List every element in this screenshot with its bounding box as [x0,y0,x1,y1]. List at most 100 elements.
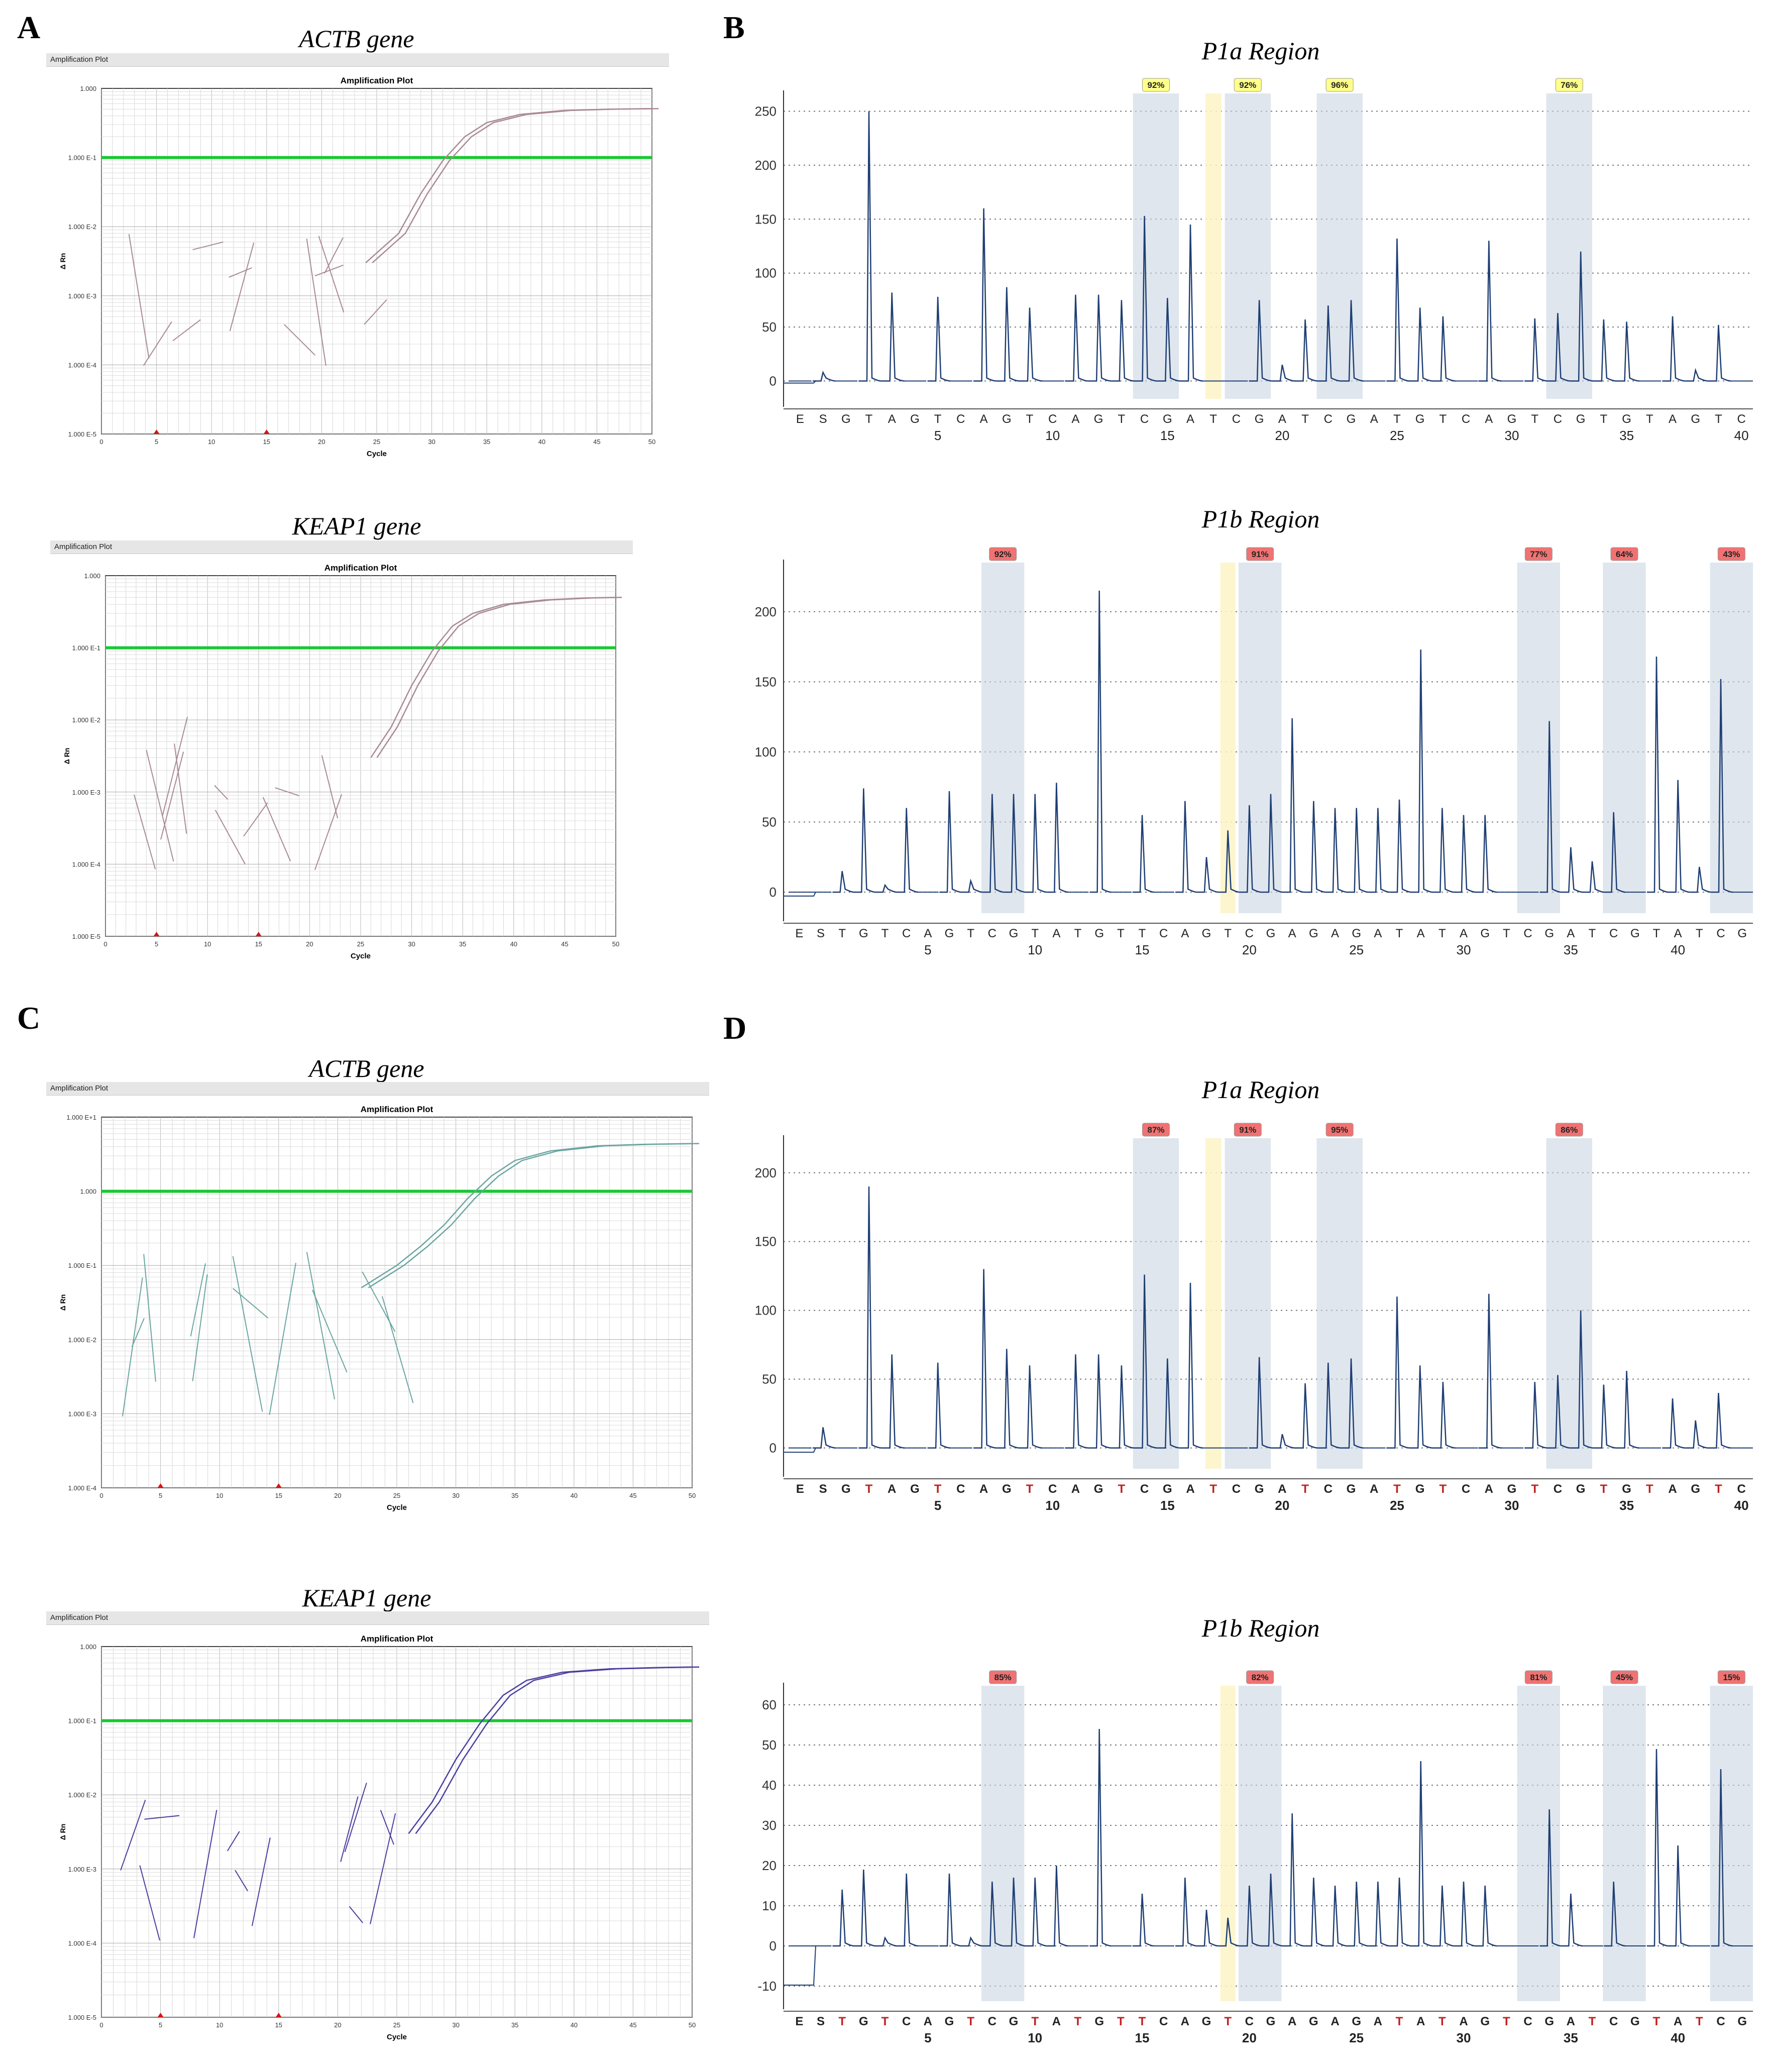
dispensation-letter: T [838,927,846,940]
dispensation-letter: C [956,412,965,426]
dispensation-letter: T [1715,1482,1722,1496]
dispensation-letter: T [1440,412,1447,426]
pyrogram-peak [1132,1893,1154,1947]
pyrogram-peak [1180,225,1203,382]
baseline-marker-icon [153,932,160,936]
pyrogram-peak [1025,794,1047,893]
dispensation-letter: S [819,1482,827,1496]
pyrogram-peak [1272,1434,1295,1449]
methylation-percent-label: 92% [994,550,1012,559]
dispensation-letter: T [1438,2015,1446,2028]
baseline-noise-line [193,1810,217,1938]
y-tick-label: 1.000 [80,85,96,92]
x-tick-label: 25 [1390,428,1404,443]
dispensation-letter: C [1462,412,1470,426]
x-tick-label: 20 [334,1492,341,1499]
pyrogram-peak [1389,1877,1411,1947]
cpg-site-column [1239,563,1282,913]
x-tick-label: 50 [648,438,655,446]
dispensation-letter: G [1009,927,1019,940]
dispensation-letter: A [1278,1482,1286,1496]
dispensation-letter: A [1674,2015,1682,2028]
pyrogram-peak [982,794,1004,893]
baseline-noise-line [314,264,344,277]
pyrogram-peak [1175,801,1197,893]
baseline-marker-icon [157,2013,164,2017]
region-title-b-p1b: P1b Region [1201,505,1320,533]
dispensation-letter: T [1393,1482,1401,1496]
x-tick-label: 45 [629,1492,636,1499]
dispensation-letter: T [838,2015,846,2028]
x-tick-label: 0 [99,438,103,446]
dispensation-letter: G [1309,2015,1318,2028]
dispensation-letter: T [1696,927,1703,940]
cpg-site-column [981,563,1025,913]
x-tick-label: 15 [1135,942,1150,957]
plot-title: Amplification Plot [341,76,413,85]
amplification-plot-a-keap1: Amplification Plot Amplification Plot 1.0… [50,540,633,972]
pyrogram-peak [1668,780,1690,893]
pyrogram-peak [1646,1749,1669,1947]
y-tick-label: 1.000 [80,1643,96,1651]
pyrogram-peak [1668,1845,1690,1947]
methylation-badge [1325,1123,1354,1137]
dispensation-letter: G [910,412,920,426]
pyrogram-peak [1386,1296,1410,1449]
methylation-badge [1610,1670,1638,1684]
dispensation-letter: G [1255,1482,1264,1496]
dispensation-letter: T [1301,412,1309,426]
x-tick-label: 0 [103,940,107,948]
y-tick-label: 1.000 E-3 [68,292,96,300]
pyrogram-peak [1295,319,1318,382]
pyrogram-peak [1282,1813,1304,1947]
y-tick-label: 50 [762,319,777,335]
cpg-site-column [1546,93,1592,399]
amplification-curve [372,107,659,264]
dispensation-letter: A [1374,927,1382,940]
y-tick-label: 0 [769,1938,777,1953]
x-tick-label: 25 [1390,1498,1404,1513]
pyrogram-peak [1175,1877,1197,1947]
dispensation-letter: T [1031,2015,1039,2028]
dispensation-letter: G [1415,412,1425,426]
pyrogram-peak [897,808,919,893]
baseline-noise-line [192,241,224,251]
x-axis-label: Cycle [387,2033,407,2041]
dispensation-letter: G [1202,927,1211,940]
methylation-badge [1246,547,1274,561]
pyrogram-peak [854,1869,875,1947]
dispensation-letter: E [796,1482,804,1496]
dispensation-letter: T [1117,927,1125,940]
pyrogram-peak [1325,1885,1347,1947]
methylation-percent-label: 76% [1561,80,1578,90]
baseline-noise-line [229,242,255,332]
pyrogram-peak [1111,300,1135,382]
methylation-percent-label: 64% [1616,550,1633,559]
pyrogram-peak [1180,1282,1203,1449]
y-tick-label: 20 [762,1858,777,1873]
dispensation-letter: C [1140,412,1149,426]
amplification-plot-header: Amplification Plot [46,53,669,67]
x-tick-label: 35 [459,940,466,948]
pyrogram-peak [881,292,905,382]
methylation-percent-label: 91% [1239,1125,1256,1135]
pyrogram-peak [1539,721,1562,893]
pyrogram-peak [813,1427,836,1449]
pyrogram-peak [1065,294,1088,382]
dispensation-letter: G [1094,412,1103,426]
x-tick-label: 20 [318,438,325,446]
dispensation-letter: C [1324,1482,1333,1496]
dispensation-letter: C [956,1482,965,1496]
dispensation-letter: G [1630,927,1640,940]
methylation-badge [989,1670,1017,1684]
y-tick-label: 0 [769,1441,777,1456]
x-tick-label: 40 [571,1492,578,1499]
pyrogram-peak [1347,808,1369,893]
dispensation-letter: A [1071,1482,1080,1496]
cpg-site-column [1546,1138,1592,1469]
dispensation-letter: A [1416,2015,1425,2028]
dispensation-letter: G [1622,412,1631,426]
pyrogram-peak [1047,783,1068,893]
pyrogram-peak [1249,300,1272,382]
